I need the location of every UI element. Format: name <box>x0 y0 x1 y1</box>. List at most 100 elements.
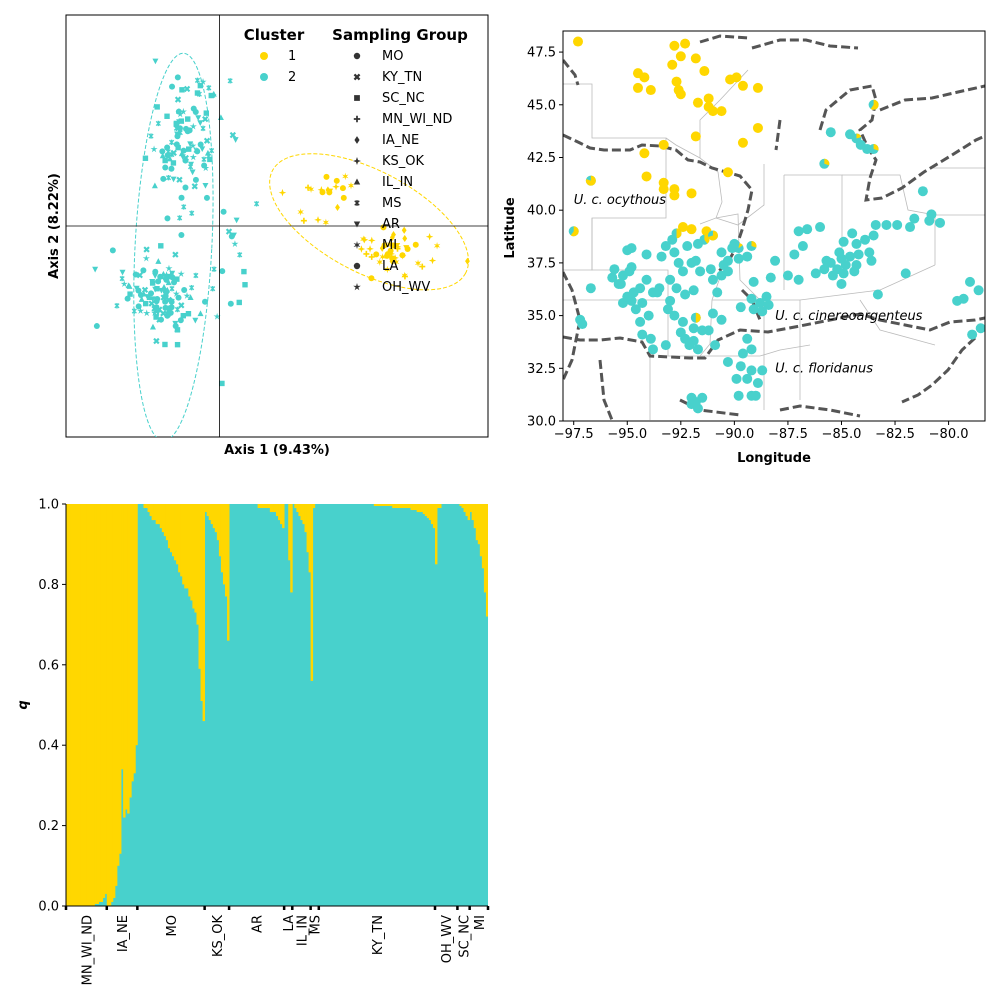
pca-point-cluster-2 <box>207 156 213 163</box>
map-sample-pie <box>572 36 583 47</box>
pca-point-cluster-2 <box>164 144 171 151</box>
ancestry-bar-cluster1 <box>188 504 191 597</box>
map-panel: U. c. ocythous U. c. cinereoargenteus U. c… <box>503 30 986 466</box>
ancestry-bar-cluster1 <box>192 504 195 609</box>
pca-point-cluster-2 <box>199 78 207 85</box>
map-sample-pie <box>748 276 759 287</box>
cluster-legend: Cluster 1 2 <box>244 26 305 85</box>
state-border-line <box>715 164 765 226</box>
sampling-group-legend-marker-mn_wi_nd <box>353 115 361 123</box>
pca-point-cluster-1 <box>389 233 395 242</box>
ancestry-bar-cluster1 <box>119 504 122 854</box>
barplot-group-label: KY_TN <box>371 915 386 955</box>
ancestry-bar-cluster1 <box>167 504 171 549</box>
pca-point-cluster-2 <box>146 294 153 301</box>
map-sample-pie <box>872 289 883 300</box>
pca-point-cluster-2 <box>233 217 240 224</box>
map-sample-pie <box>635 283 646 294</box>
ancestry-bar-cluster1 <box>471 504 475 521</box>
ancestry-bar-cluster1 <box>379 504 383 507</box>
pca-point-cluster-2 <box>181 286 188 293</box>
ancestry-bar-cluster1 <box>216 504 220 541</box>
pca-point-cluster-2 <box>177 129 183 136</box>
map-sample-pie <box>742 373 753 384</box>
pca-point-cluster-1 <box>379 244 385 252</box>
pca-point-cluster-2 <box>206 85 212 91</box>
map-sample-pie <box>755 297 766 308</box>
sampling-group-legend-label: OH_WV <box>382 280 430 295</box>
pca-point-cluster-2 <box>186 127 193 134</box>
pca-point-cluster-2 <box>133 285 140 292</box>
map-sample-pie <box>750 390 761 401</box>
pca-point-cluster-2 <box>177 270 185 277</box>
map-annotations: U. c. ocythous U. c. cinereoargenteus U. c… <box>574 193 923 377</box>
state-border-line <box>842 174 936 265</box>
map-sample-pie <box>868 230 879 241</box>
ancestry-bar-cluster1 <box>261 504 265 509</box>
map-sample-pie <box>793 226 804 237</box>
map-sample-pie <box>722 266 733 277</box>
pca-point-cluster-1 <box>404 245 411 252</box>
pca-point-cluster-2 <box>232 137 239 143</box>
pca-point-cluster-2 <box>204 149 211 156</box>
ancestry-bar-cluster1 <box>218 504 222 557</box>
map-sample-pie <box>849 266 860 277</box>
map-sample-pie <box>692 238 703 249</box>
ancestry-bar-cluster1 <box>308 504 312 573</box>
sampling-group-legend-marker-ky_tn <box>353 73 361 81</box>
map-sample-pie <box>703 93 714 104</box>
pca-point-cluster-2 <box>162 157 168 164</box>
pca-point-cluster-1 <box>357 245 366 253</box>
map-sample-pie <box>845 251 856 262</box>
sampling-group-legend-marker-ks_ok <box>353 157 361 165</box>
pca-point-cluster-1 <box>391 254 399 262</box>
ancestry-bar-cluster1 <box>402 504 405 509</box>
pca-point-cluster-2 <box>177 317 184 324</box>
pca-point-cluster-2 <box>154 104 160 110</box>
subspecies-boundary-floridanus <box>563 312 985 360</box>
ancestry-bar-cluster1 <box>163 504 167 537</box>
pca-point-cluster-2 <box>168 165 175 172</box>
map-x-tick-label: −82.5 <box>875 427 915 442</box>
sampling-group-legend-marker-sc_nc <box>354 95 360 101</box>
map-sample-pie <box>770 255 781 266</box>
map-sample-pie <box>965 276 976 287</box>
pca-point-cluster-2 <box>185 116 191 122</box>
map-sample-pie <box>667 234 678 245</box>
pca-point-cluster-2 <box>174 325 181 332</box>
map-plot-area <box>563 31 985 421</box>
barplot-group-label: IL_IN <box>296 915 311 946</box>
pca-point-cluster-2 <box>227 78 233 84</box>
ancestry-bar-cluster1 <box>302 504 305 525</box>
ancestry-bar-cluster1 <box>375 504 379 507</box>
pca-point-cluster-2 <box>164 286 171 293</box>
pca-point-cluster-2 <box>164 305 171 312</box>
pca-point-cluster-1 <box>379 253 386 261</box>
map-sample-pie <box>763 300 774 311</box>
pca-point-cluster-2 <box>192 176 199 183</box>
map-sample-pie <box>722 255 733 266</box>
map-sample-pie <box>686 188 697 199</box>
pca-point-cluster-2 <box>148 300 155 307</box>
map-sample-pie <box>662 304 673 315</box>
sampling-group-legend-label: KY_TN <box>382 70 422 85</box>
map-sample-pie <box>746 344 757 355</box>
pca-point-cluster-2 <box>192 108 199 115</box>
map-sample-pie <box>667 59 678 70</box>
pca-point-cluster-1 <box>305 184 312 191</box>
map-sample-pie <box>577 319 588 330</box>
sampling-group-legend-label: LA <box>382 259 399 274</box>
pca-point-cluster-2 <box>199 146 206 153</box>
pca-point-cluster-2 <box>149 278 156 285</box>
pca-point-cluster-2 <box>166 155 173 162</box>
ancestry-bar-cluster1 <box>92 504 95 906</box>
ancestry-bar-cluster1 <box>80 504 83 906</box>
barplot-group-label: MN_WI_ND <box>80 915 95 985</box>
pca-point-cluster-1 <box>368 253 375 260</box>
pca-point-cluster-2 <box>241 268 247 275</box>
map-sample-pie <box>737 348 748 359</box>
cluster-legend-label-2: 2 <box>288 70 296 85</box>
subspecies-boundary-west <box>563 271 582 381</box>
map-sample-pie <box>864 247 875 258</box>
ancestry-bar-cluster1 <box>275 504 279 517</box>
